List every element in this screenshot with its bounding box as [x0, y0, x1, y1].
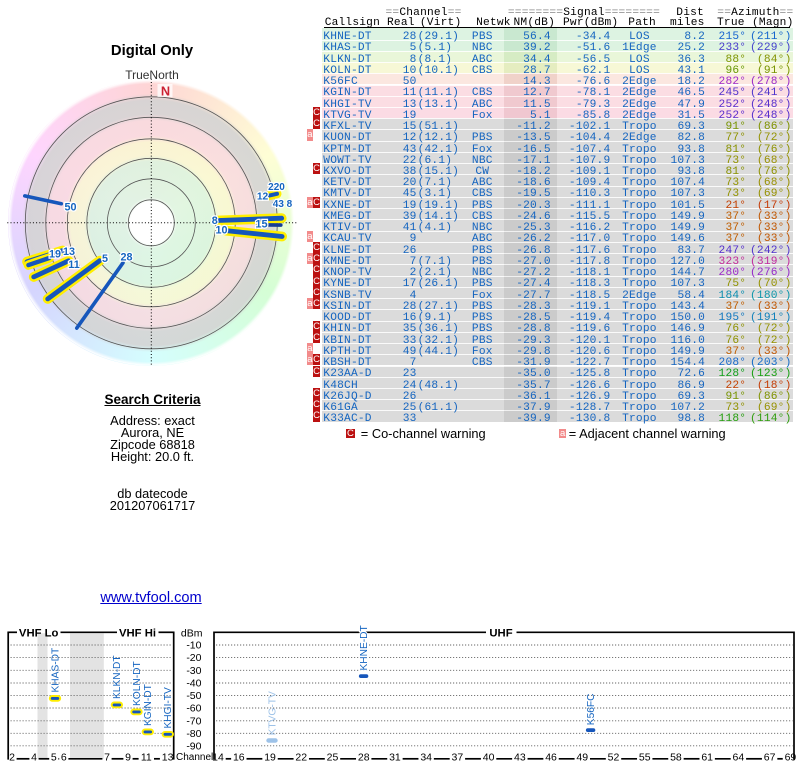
svg-text:61: 61	[701, 752, 713, 764]
svg-text:55: 55	[639, 752, 651, 764]
svg-text:13: 13	[63, 246, 75, 258]
svg-text:dBm: dBm	[181, 627, 203, 639]
svg-text:KHNE-DT: KHNE-DT	[359, 625, 370, 670]
svg-text:19: 19	[49, 249, 61, 261]
svg-text:6: 6	[61, 752, 67, 764]
svg-text:16: 16	[233, 752, 245, 764]
svg-text:KHGI-TV: KHGI-TV	[163, 687, 174, 729]
svg-text:40: 40	[483, 752, 495, 764]
svg-text:220: 220	[268, 182, 285, 193]
svg-text:12: 12	[257, 191, 269, 202]
svg-text:4: 4	[31, 752, 37, 764]
svg-text:7: 7	[104, 752, 110, 764]
svg-text:KGIN-DT: KGIN-DT	[143, 684, 154, 726]
svg-text:15: 15	[255, 219, 267, 231]
svg-text:69: 69	[785, 752, 797, 764]
svg-text:67: 67	[764, 752, 776, 764]
svg-text:-50: -50	[186, 690, 201, 702]
svg-text:KLKN-DT: KLKN-DT	[112, 655, 123, 699]
svg-text:58: 58	[670, 752, 682, 764]
svg-text:31: 31	[389, 752, 401, 764]
svg-text:43 8: 43 8	[273, 199, 293, 210]
svg-text:64: 64	[733, 752, 745, 764]
svg-text:VHF Hi: VHF Hi	[119, 628, 156, 640]
svg-text:8: 8	[212, 215, 218, 227]
svg-text:5: 5	[51, 752, 57, 764]
svg-text:37: 37	[452, 752, 464, 764]
svg-text:-10: -10	[186, 640, 201, 652]
svg-text:-60: -60	[186, 703, 201, 715]
svg-text:-70: -70	[186, 715, 201, 727]
svg-text:-80: -80	[186, 728, 201, 740]
svg-text:11: 11	[68, 259, 79, 271]
svg-text:34: 34	[420, 752, 432, 764]
svg-text:KOLN-DT: KOLN-DT	[132, 661, 143, 706]
svg-text:K56FC: K56FC	[586, 693, 597, 725]
svg-text:-90: -90	[186, 740, 201, 752]
svg-text:N: N	[161, 84, 170, 99]
svg-text:46: 46	[545, 752, 557, 764]
svg-text:UHF: UHF	[489, 628, 512, 640]
svg-text:-20: -20	[186, 652, 201, 664]
svg-text:5: 5	[102, 253, 108, 265]
svg-text:Channel: Channel	[176, 752, 213, 763]
svg-text:43: 43	[514, 752, 526, 764]
svg-text:28: 28	[358, 752, 370, 764]
svg-text:10: 10	[215, 225, 227, 237]
svg-text:9: 9	[125, 752, 131, 764]
svg-text:KHAS-DT: KHAS-DT	[50, 648, 61, 693]
svg-text:-40: -40	[186, 678, 201, 690]
svg-text:14: 14	[212, 752, 224, 764]
svg-text:50: 50	[64, 201, 76, 213]
svg-text:28: 28	[120, 252, 132, 264]
svg-text:KTVG-TV: KTVG-TV	[267, 691, 278, 735]
svg-text:52: 52	[608, 752, 620, 764]
svg-text:13: 13	[162, 752, 174, 764]
svg-text:11: 11	[141, 752, 152, 764]
svg-text:25: 25	[327, 752, 339, 764]
svg-text:-30: -30	[186, 665, 201, 677]
svg-text:VHF Lo: VHF Lo	[19, 628, 59, 640]
svg-text:19: 19	[264, 752, 276, 764]
svg-text:22: 22	[295, 752, 307, 764]
svg-text:49: 49	[576, 752, 588, 764]
svg-text:2: 2	[9, 752, 15, 764]
